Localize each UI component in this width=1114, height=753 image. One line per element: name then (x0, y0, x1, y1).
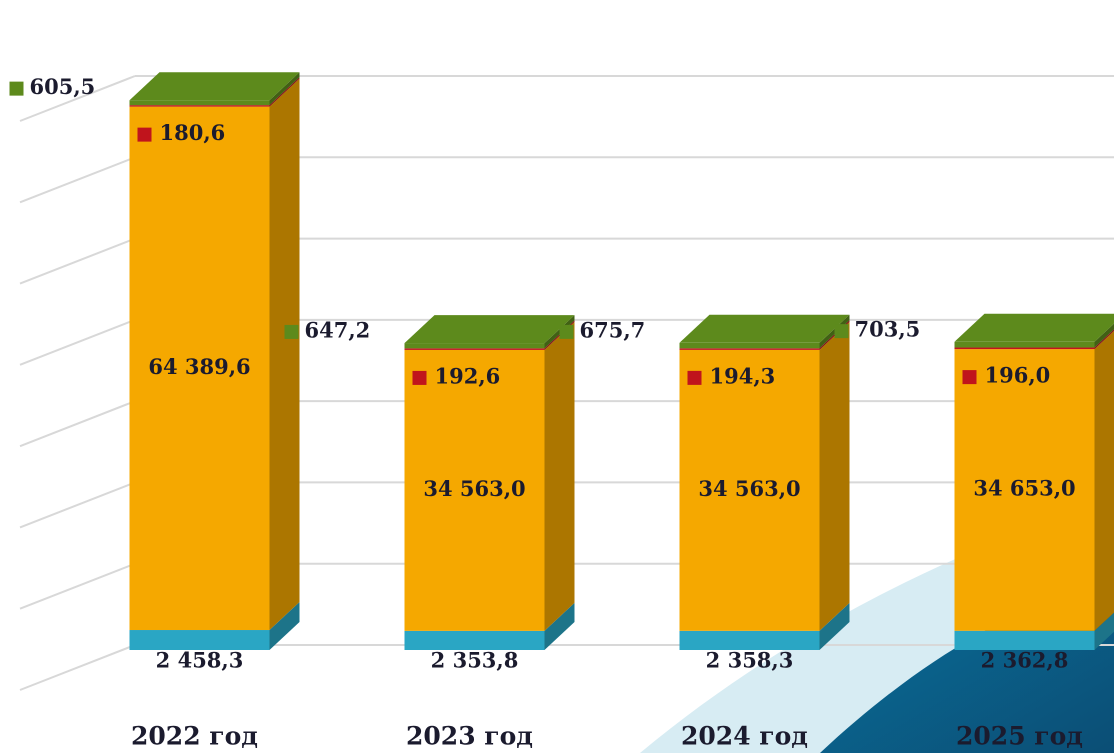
bar-side (1094, 329, 1114, 350)
bar-side (819, 602, 850, 650)
data-label: 605,5 (30, 74, 96, 99)
grid-line (19, 644, 136, 691)
data-label: 196,0 (985, 363, 1051, 388)
data-label: 64 389,6 (148, 354, 250, 379)
x-tick-label: 2024 год (681, 722, 808, 751)
label-marker (9, 81, 24, 96)
data-label: 2 458,3 (156, 648, 244, 673)
grid-line (19, 237, 136, 285)
bar-segment (129, 630, 270, 650)
bar-segment (954, 341, 1095, 348)
data-label: 34 563,0 (423, 476, 525, 501)
label-marker (137, 127, 152, 142)
bar-side (1094, 330, 1114, 631)
label-marker (687, 370, 702, 385)
bar-side (269, 72, 300, 106)
data-label: 2 353,8 (431, 648, 519, 673)
bar-side (269, 78, 300, 631)
bar-top (129, 72, 300, 101)
grid-line (19, 562, 136, 610)
bar-segment (954, 349, 1095, 631)
label-marker (412, 370, 427, 385)
bar-side (544, 321, 575, 631)
data-label: 675,7 (580, 317, 646, 342)
label-marker (962, 370, 977, 385)
label-marker (834, 324, 849, 339)
bar-segment (404, 630, 545, 650)
x-tick-label: 2022 год (131, 722, 258, 751)
bar-segment (679, 349, 820, 631)
label-marker (559, 324, 574, 339)
bar-segment (129, 100, 270, 106)
bar-side (269, 77, 300, 107)
bar-top (954, 313, 1114, 342)
x-tick-label: 2025 год (956, 722, 1083, 751)
bar-segment (404, 348, 545, 350)
bar-top (404, 315, 575, 344)
bar-side (269, 602, 300, 650)
bar-segment (679, 342, 820, 349)
grid-line (19, 75, 136, 122)
bar-side (544, 602, 575, 650)
grid-line (19, 156, 136, 204)
data-label: 703,5 (855, 317, 921, 342)
label-marker (284, 324, 299, 339)
data-label: 180,6 (160, 120, 226, 145)
data-label: 2 358,3 (706, 648, 794, 673)
x-tick-label: 2023 год (406, 722, 533, 751)
bar-segment (129, 106, 270, 631)
bar-top (679, 314, 850, 343)
data-label: 647,2 (305, 317, 371, 342)
data-label: 194,3 (710, 363, 776, 388)
bar-segment (404, 343, 545, 349)
data-label: 34 653,0 (973, 475, 1075, 500)
bar-side (819, 321, 850, 631)
data-label: 192,6 (435, 363, 501, 388)
data-label: 34 563,0 (698, 476, 800, 501)
grid-line (19, 318, 136, 366)
bar-segment (404, 349, 545, 631)
bar-segment (679, 348, 820, 350)
bar-segment (954, 630, 1095, 650)
bar-side (1094, 612, 1114, 650)
bar-segment (679, 630, 820, 650)
grid-line (19, 481, 136, 529)
grid-line (19, 400, 136, 448)
bar-segment (129, 105, 270, 107)
bar-side (1094, 323, 1114, 348)
data-label: 2 362,8 (981, 648, 1069, 673)
bar-segment (954, 347, 1095, 350)
